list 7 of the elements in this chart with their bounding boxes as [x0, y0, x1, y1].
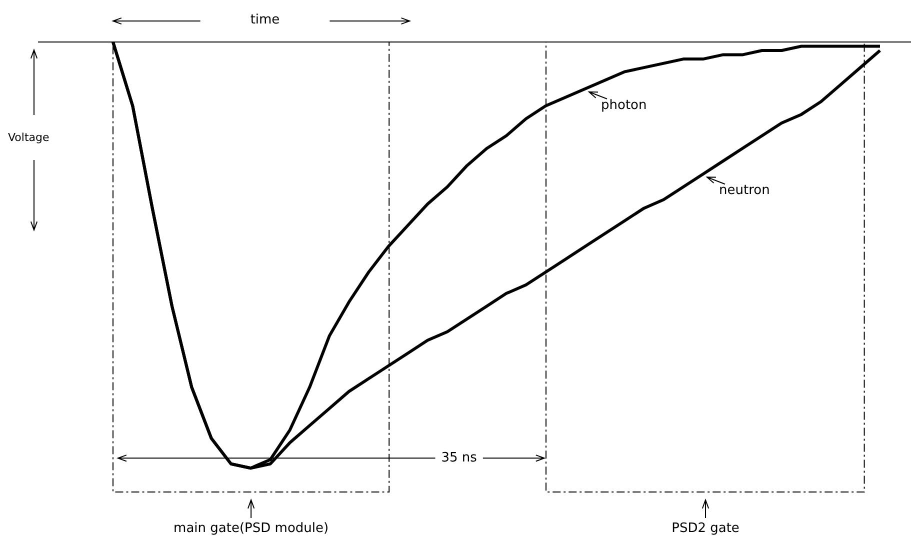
x-axis-title: time	[250, 12, 280, 28]
annotation: 35 ns	[441, 450, 478, 466]
legend-label: photon	[601, 98, 647, 113]
text: PSD2 gate	[672, 520, 740, 536]
legend-label: neutron	[719, 182, 770, 198]
text: main gate(PSD module)	[174, 520, 329, 536]
y-axis-title: Voltage	[8, 130, 50, 144]
